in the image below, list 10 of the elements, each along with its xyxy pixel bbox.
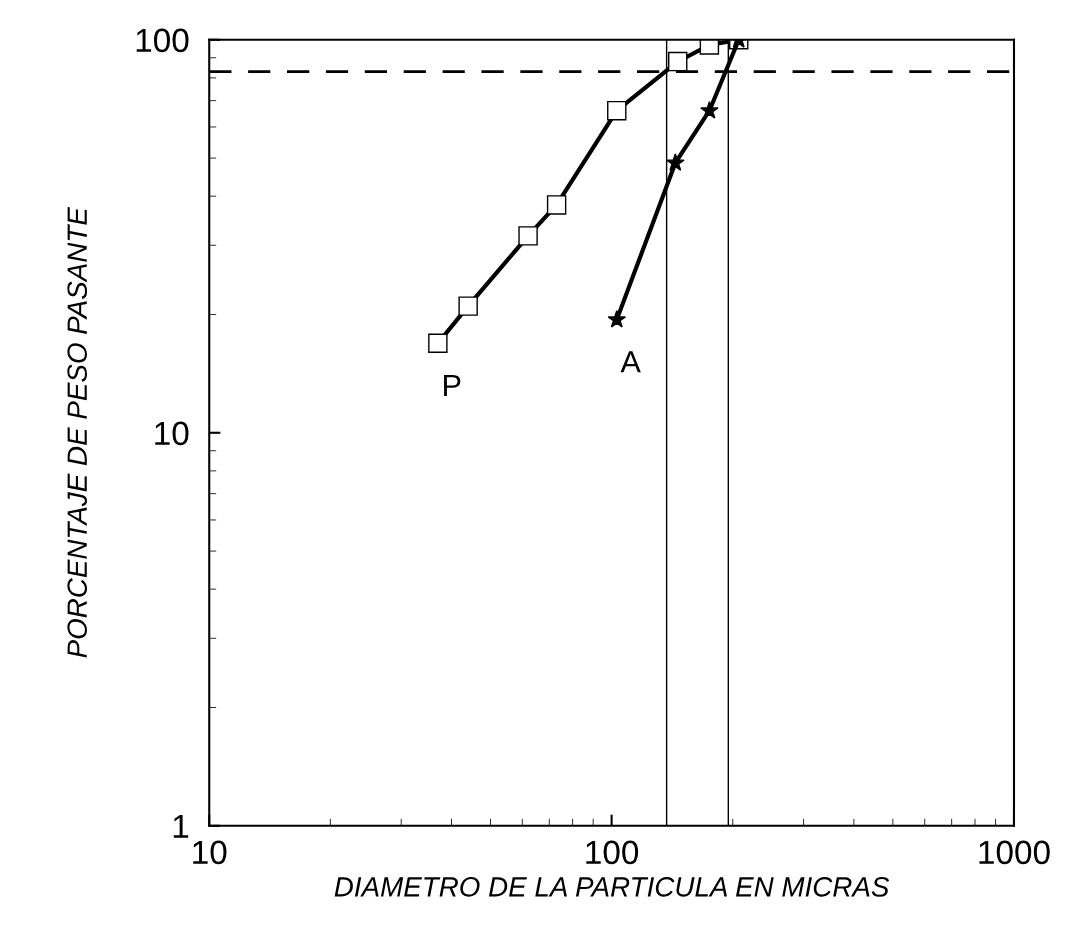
annotation: P (444, 374, 461, 396)
x-tick-label: 10 (193, 840, 227, 865)
x-tick-label: 100 (586, 840, 639, 865)
x-axis-title: DIAMETRO DE LA PARTICULA EN MICRAS (334, 877, 890, 897)
x-tick-label: 1000 (979, 840, 1050, 865)
y-axis-title: PORCENTAJE DE PESO PASANTE (67, 206, 88, 658)
y-tick-label: 10 (155, 421, 189, 446)
annotation: A (620, 351, 641, 373)
y-tick-label: 1 (173, 814, 189, 838)
y-tick-label: 100 (136, 28, 189, 53)
